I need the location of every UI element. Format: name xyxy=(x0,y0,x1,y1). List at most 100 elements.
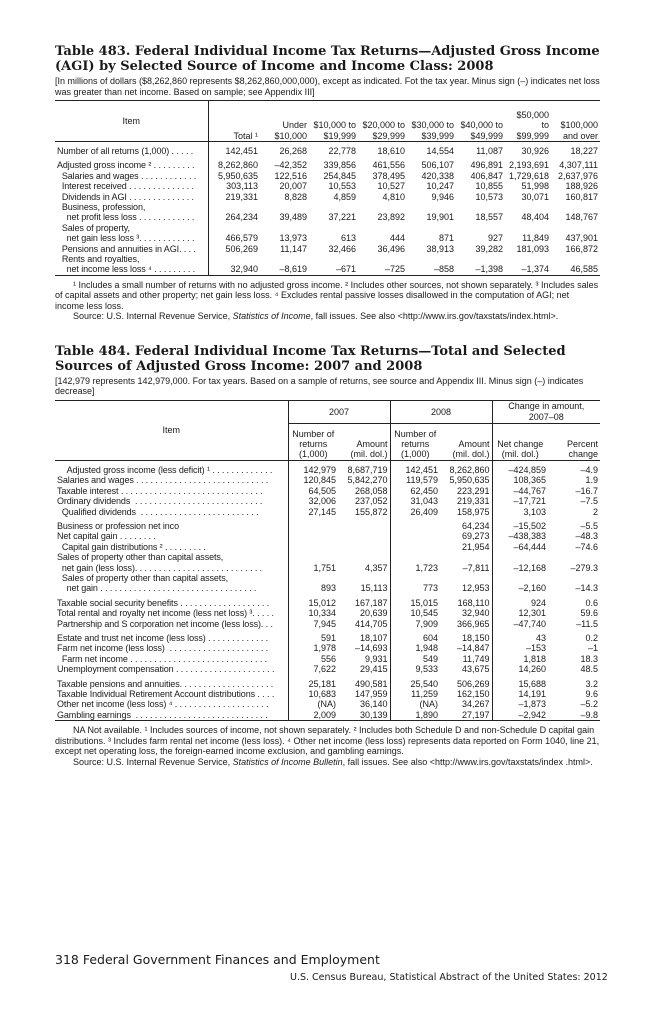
cell-value xyxy=(440,573,492,583)
row-label: Farm net income (less loss) . . . . . . … xyxy=(57,643,269,654)
row-label: Salaries and wages . . . . . . . . . . .… xyxy=(57,170,197,181)
cell-value: –438,383 xyxy=(491,531,548,542)
cell-value: –1,398 xyxy=(475,264,503,275)
cell-value: 406,847 xyxy=(470,170,503,181)
cell-value: 18,610 xyxy=(377,146,405,156)
column-group-header: 2008 xyxy=(389,400,492,424)
cell-value: 43,675 xyxy=(461,664,490,675)
cell-value: –17,721 xyxy=(491,496,548,507)
cell-value xyxy=(389,572,440,584)
row-label: Dividends in AGI . . . . . . . . . . . .… xyxy=(57,191,194,202)
row-label: Number of all returns (1,000) . . . . . xyxy=(57,146,194,156)
cell-value: 254,845 xyxy=(323,170,356,181)
cell-value xyxy=(491,552,548,563)
column-header-item: Item xyxy=(55,400,288,461)
cell-value: 1.9 xyxy=(585,475,598,486)
source-suffix: , fall issues. See also <http://www.irs.… xyxy=(342,756,593,767)
cell-value: 37,221 xyxy=(328,212,356,223)
cell-value: 142,451 xyxy=(389,460,440,476)
cell-value: 1,751 xyxy=(287,562,338,573)
column-header: Percent change xyxy=(548,423,600,461)
cell-value: 20,639 xyxy=(359,608,388,619)
title-line: Table 484. Federal Individual Income Tax… xyxy=(55,343,566,359)
column-header: $30,000 to $39,999 xyxy=(407,100,456,142)
cell-value: 27,197 xyxy=(461,709,490,720)
row-label: Sales of property, xyxy=(57,222,130,233)
cell-value: 9,946 xyxy=(431,191,454,202)
cell-value: 437,901 xyxy=(565,233,598,244)
cell-value: 120,845 xyxy=(287,475,338,486)
cell-value: 444 xyxy=(389,233,405,244)
cell-value: 64,234 xyxy=(461,520,490,531)
row-label: Partnership and S corporation net income… xyxy=(57,618,273,629)
cell-value: 62,450 xyxy=(389,485,440,497)
table-row: net gain less loss ³. . . . . . . . . . … xyxy=(55,233,600,244)
cell-value: –8,619 xyxy=(279,264,307,275)
cell-value: 142,979 xyxy=(287,460,338,476)
cell-value: 14,191 xyxy=(491,689,548,700)
table-483: Item Total ¹ Under $10,000 $10,000 to $19,9… xyxy=(55,100,600,276)
cell-value xyxy=(358,254,407,264)
column-header: Amount (mil. dol.) xyxy=(440,423,492,461)
cell-value: 11,749 xyxy=(462,653,490,664)
cell-value xyxy=(309,254,358,264)
row-label: net profit less loss . . . . . . . . . .… xyxy=(57,212,195,223)
table-483-title: Table 483. Federal Individual Income Tax… xyxy=(55,44,600,74)
row-label: Taxable social security benefits . . . .… xyxy=(57,597,270,608)
cell-value: 2,009 xyxy=(287,709,338,721)
cell-value: –11.5 xyxy=(576,618,598,629)
cell-value: 10,247 xyxy=(426,181,454,192)
cell-value: –74.6 xyxy=(575,541,598,552)
cell-value: –9.8 xyxy=(580,709,598,720)
cell-value: –725 xyxy=(384,264,405,275)
cell-value: 108,365 xyxy=(491,475,548,486)
cell-value: 20,007 xyxy=(279,181,307,192)
cell-value xyxy=(407,223,456,233)
cell-value: –14,693 xyxy=(354,643,388,654)
row-label: Unemployment compensation . . . . . . . … xyxy=(57,664,275,675)
cell-value xyxy=(207,254,260,265)
source-title: Statistics of Income xyxy=(232,311,311,322)
cell-value: 1,723 xyxy=(389,562,440,573)
cell-value: 461,556 xyxy=(372,160,405,171)
cell-value: 15,688 xyxy=(491,674,548,689)
column-header: $10,000 to $19,999 xyxy=(309,100,358,142)
cell-value: 25,181 xyxy=(287,674,338,689)
row-label: Taxable interest . . . . . . . . . . . .… xyxy=(57,485,263,496)
cell-value: 219,331 xyxy=(456,496,490,507)
table-484-headnote: [142,979 represents 142,979,000. For tax… xyxy=(55,375,584,397)
cell-value: 181,093 xyxy=(516,243,549,254)
cell-value: 773 xyxy=(389,583,440,594)
cell-value: 2,193,691 xyxy=(508,160,549,171)
cell-value: 613 xyxy=(340,233,356,244)
cell-value: 148,767 xyxy=(565,212,598,223)
cell-value: 21,954 xyxy=(461,541,490,552)
cell-value xyxy=(389,516,440,532)
cell-value: 420,338 xyxy=(421,170,454,181)
table-row: Business, profession, xyxy=(55,202,600,213)
cell-value xyxy=(551,223,600,233)
table-row: Taxable Individual Retirement Account di… xyxy=(55,689,600,700)
cell-value: –15,502 xyxy=(491,516,548,532)
footnote: NA Not available. ¹ Includes sources of … xyxy=(55,725,600,757)
cell-value: –14,847 xyxy=(456,643,490,654)
cell-value: 5,950,635 xyxy=(449,475,490,486)
cell-value xyxy=(389,531,440,542)
table-484-notes: NA Not available. ¹ Includes sources of … xyxy=(55,725,600,767)
row-label: Total rental and royalty net income (les… xyxy=(57,608,274,619)
cell-value: 168,110 xyxy=(457,597,490,608)
row-label: Net capital gain . . . . . . . . xyxy=(57,531,156,542)
cell-value: 237,052 xyxy=(354,496,388,507)
cell-value xyxy=(260,254,309,264)
cell-value: (NA) xyxy=(287,699,338,710)
table-484: Item 2007 2008 Change in amount, 2007–08 Num… xyxy=(55,399,600,722)
cell-value: 8,262,860 xyxy=(449,464,490,475)
cell-value: 1,948 xyxy=(389,643,440,654)
cell-value xyxy=(260,202,309,212)
cell-value xyxy=(389,541,440,553)
column-group-header: Change in amount, 2007–08 xyxy=(491,400,600,424)
cell-value xyxy=(287,531,338,542)
cell-value: 38,913 xyxy=(426,243,454,254)
cell-value xyxy=(491,572,548,584)
table-row: Taxable interest . . . . . . . . . . . .… xyxy=(55,485,600,497)
